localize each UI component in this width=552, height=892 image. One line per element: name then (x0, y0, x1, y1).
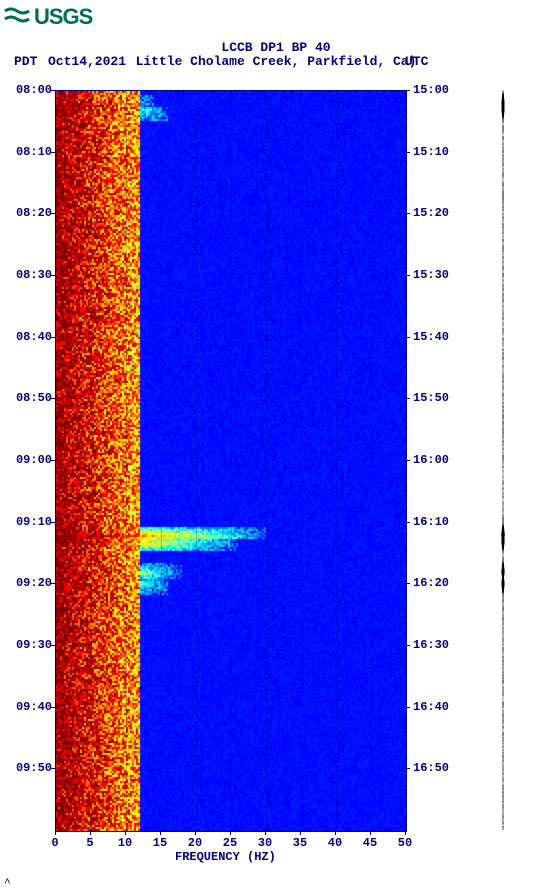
y-tick-right-label: 16:20 (413, 576, 449, 590)
y-tick-left-label: 09:30 (2, 638, 52, 652)
y-tick-left-label: 09:40 (2, 700, 52, 714)
x-tick-label: 30 (258, 836, 272, 850)
y-tick-right-label: 16:30 (413, 638, 449, 652)
gridline (266, 91, 267, 831)
gridline (126, 91, 127, 831)
x-tick (230, 830, 231, 835)
y-tick-right-label: 15:30 (413, 268, 449, 282)
y-tick-left-label: 09:10 (2, 515, 52, 529)
amplitude-canvas (500, 90, 506, 830)
x-tick-label: 35 (293, 836, 307, 850)
y-tick-right (405, 90, 410, 91)
amplitude-strip (500, 90, 506, 830)
x-tick (405, 830, 406, 835)
y-tick-right (405, 707, 410, 708)
y-tick-right (405, 645, 410, 646)
y-tick-right-label: 15:00 (413, 83, 449, 97)
gridline (231, 91, 232, 831)
x-tick-label: 50 (398, 836, 412, 850)
gridline (336, 91, 337, 831)
x-tick-label: 10 (118, 836, 132, 850)
y-tick-right (405, 213, 410, 214)
y-tick-right (405, 768, 410, 769)
x-tick-label: 5 (86, 836, 93, 850)
spectrogram-plot (55, 90, 407, 832)
y-tick-right (405, 398, 410, 399)
y-tick-left-label: 08:40 (2, 330, 52, 344)
y-tick-left-label: 09:00 (2, 453, 52, 467)
y-tick-left-label: 08:10 (2, 145, 52, 159)
x-tick (55, 830, 56, 835)
location-title: Little Cholame Creek, Parkfield, Ca) (0, 54, 552, 69)
x-tick (195, 830, 196, 835)
x-tick (335, 830, 336, 835)
caret-mark: ^ (4, 878, 11, 890)
y-tick-right (405, 583, 410, 584)
y-tick-left-label: 08:00 (2, 83, 52, 97)
y-tick-right-label: 15:10 (413, 145, 449, 159)
waves-icon (4, 5, 32, 29)
gridline (371, 91, 372, 831)
y-tick-right (405, 152, 410, 153)
gridline (91, 91, 92, 831)
y-tick-left-label: 08:30 (2, 268, 52, 282)
y-tick-right-label: 16:00 (413, 453, 449, 467)
y-tick-left-label: 09:50 (2, 761, 52, 775)
x-axis-label: FREQUENCY (HZ) (175, 850, 276, 864)
x-tick-label: 0 (51, 836, 58, 850)
gridline (301, 91, 302, 831)
x-tick (160, 830, 161, 835)
usgs-logo: USGS (4, 4, 92, 30)
y-tick-right-label: 15:40 (413, 330, 449, 344)
y-tick-left-label: 08:20 (2, 206, 52, 220)
gridline (196, 91, 197, 831)
x-tick (90, 830, 91, 835)
logo-text: USGS (34, 4, 92, 30)
y-tick-right-label: 16:40 (413, 700, 449, 714)
x-tick (370, 830, 371, 835)
plot-title: LCCB DP1 BP 40 (0, 40, 552, 55)
y-tick-right (405, 522, 410, 523)
x-tick-label: 45 (363, 836, 377, 850)
y-tick-right (405, 275, 410, 276)
y-tick-left-label: 08:50 (2, 391, 52, 405)
y-tick-right (405, 337, 410, 338)
x-tick (265, 830, 266, 835)
x-tick-label: 40 (328, 836, 342, 850)
x-tick (300, 830, 301, 835)
utc-label: UTC (405, 54, 428, 69)
y-tick-right-label: 15:50 (413, 391, 449, 405)
gridline (161, 91, 162, 831)
x-tick-label: 15 (153, 836, 167, 850)
y-tick-left-label: 09:20 (2, 576, 52, 590)
y-tick-right-label: 16:10 (413, 515, 449, 529)
x-tick-label: 25 (223, 836, 237, 850)
y-tick-right (405, 460, 410, 461)
x-tick (125, 830, 126, 835)
x-tick-label: 20 (188, 836, 202, 850)
y-tick-right-label: 16:50 (413, 761, 449, 775)
y-tick-right-label: 15:20 (413, 206, 449, 220)
